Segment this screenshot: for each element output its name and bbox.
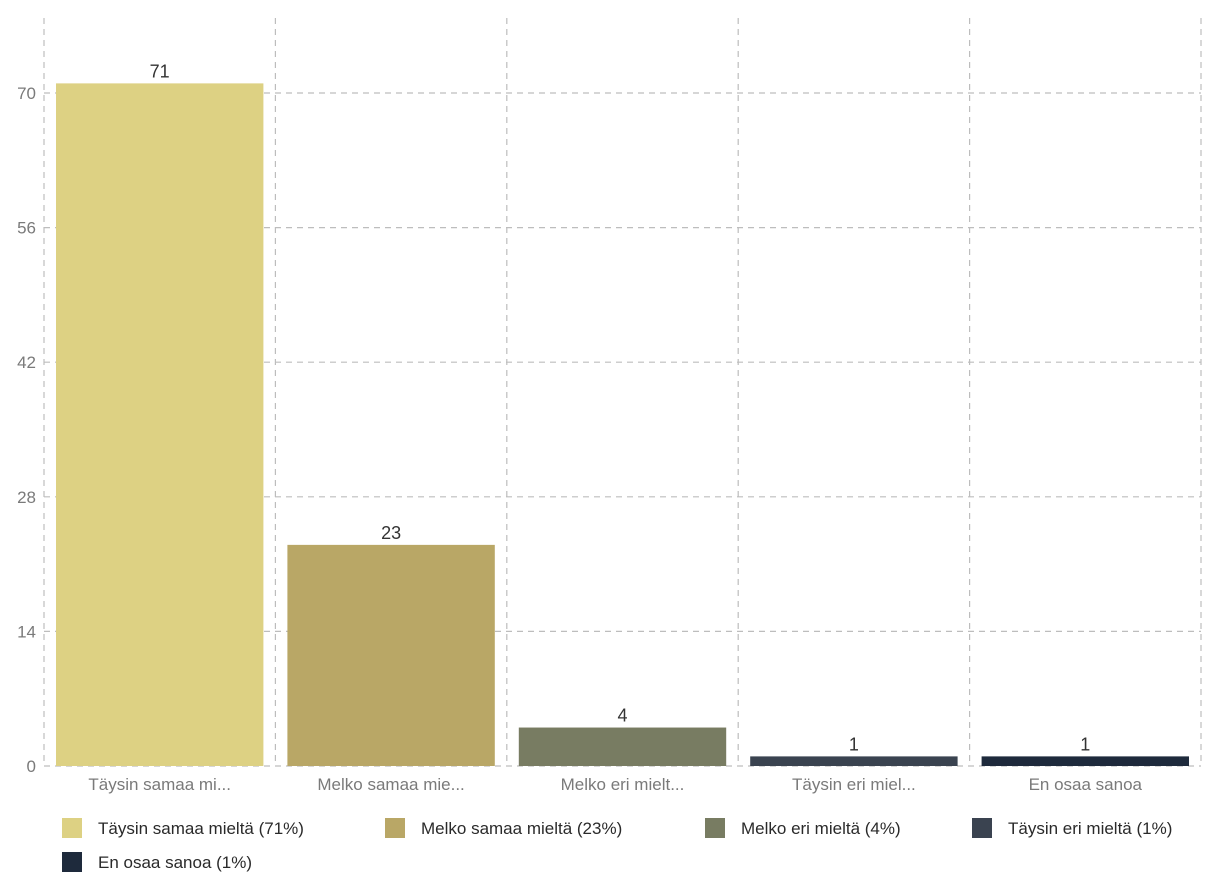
legend-label: Melko samaa mieltä (23%) (421, 819, 622, 838)
legend-item: Melko samaa mieltä (23%) (385, 818, 622, 838)
data-label: 71 (150, 61, 170, 81)
bar (750, 756, 958, 766)
legend-label: En osaa sanoa (1%) (98, 853, 252, 872)
y-tick-label: 0 (27, 757, 36, 776)
legend-swatch (385, 818, 405, 838)
bars-layer (56, 83, 1189, 766)
legend-swatch (62, 852, 82, 872)
y-tick-label: 70 (17, 84, 36, 103)
legend-swatch (62, 818, 82, 838)
data-label: 1 (849, 734, 859, 754)
legend-swatch (705, 818, 725, 838)
legend: Täysin samaa mieltä (71%) Melko samaa mie… (62, 818, 1172, 872)
data-label: 1 (1080, 734, 1090, 754)
bar (518, 727, 727, 766)
y-tick-label: 14 (17, 622, 36, 641)
y-tick-label: 42 (17, 353, 36, 372)
x-tick-label: En osaa sanoa (1029, 775, 1143, 794)
data-label: 23 (381, 523, 401, 543)
y-tick-label: 28 (17, 488, 36, 507)
legend-label: Täysin samaa mieltä (71%) (98, 819, 304, 838)
legend-item: Täysin eri mieltä (1%) (972, 818, 1172, 838)
legend-item: Täysin samaa mieltä (71%) (62, 818, 304, 838)
y-tick-label: 56 (17, 219, 36, 238)
bar (981, 756, 1189, 766)
bar (56, 83, 264, 766)
x-tick-label: Melko eri mielt... (561, 775, 685, 794)
legend-item: Melko eri mieltä (4%) (705, 818, 901, 838)
legend-item: En osaa sanoa (1%) (62, 852, 252, 872)
data-label: 4 (617, 706, 627, 726)
x-tick-label: Melko samaa mie... (317, 775, 464, 794)
bar (287, 544, 495, 766)
x-tick-label: Täysin samaa mi... (88, 775, 231, 794)
x-tick-label: Täysin eri miel... (792, 775, 916, 794)
legend-label: Melko eri mieltä (4%) (741, 819, 901, 838)
legend-label: Täysin eri mieltä (1%) (1008, 819, 1172, 838)
legend-swatch (972, 818, 992, 838)
